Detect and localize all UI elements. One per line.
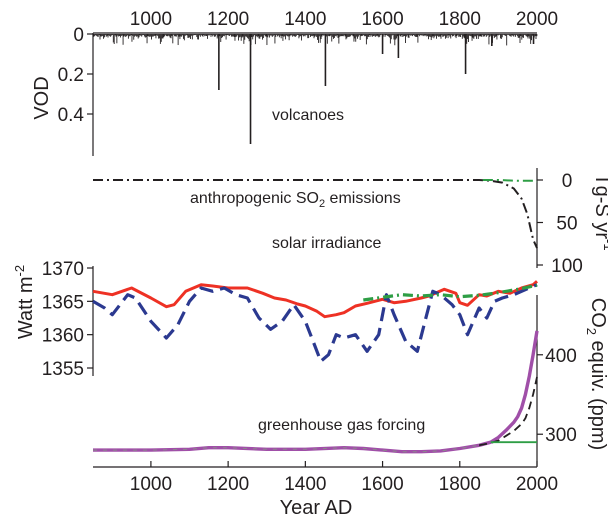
ghg-annotation: greenhouse gas forcing	[258, 417, 425, 434]
so2-tick-label: 0	[562, 171, 573, 192]
so2-annotation-tail: emissions	[325, 190, 401, 207]
top-year-tick-label: 1400	[284, 9, 326, 30]
vod-tick-label: 0	[73, 25, 84, 46]
bottom-year-tick-label: 2000	[516, 474, 558, 495]
so2-annotation-subscript: 2	[319, 198, 325, 210]
vod-tick-label: 0.4	[58, 105, 85, 126]
solar-axis-label-superscript: -2	[12, 265, 27, 277]
bottom-year-tick-label: 1400	[284, 474, 326, 495]
ghg-axis-label-tail: equiv. (ppm)	[587, 335, 608, 450]
ghg-axis-label-text: CO	[587, 298, 608, 328]
solar-series-blue-dashed	[92, 283, 538, 363]
solar-annotation: solar irradiance	[272, 235, 381, 252]
vod-tick-label: 0.2	[58, 65, 84, 86]
ghg-tick-label: 400	[545, 346, 577, 367]
so2-axis-label: Tg-S yr-1	[591, 173, 608, 250]
ghg-overlay-dash	[93, 444, 480, 453]
ghg-panel: greenhouse gas forcing CO2 equiv. (ppm) …	[93, 295, 608, 466]
bottom-year-axis: Year AD 1000 1200 1400 1600 1800 2000	[93, 461, 558, 519]
solar-tick-label: 1370	[42, 259, 84, 280]
top-year-tick-label: 1000	[130, 9, 172, 30]
so2-series-2	[482, 179, 538, 183]
solar-tick-label: 1360	[42, 326, 84, 347]
solar-tick-label: 1365	[42, 292, 84, 313]
top-year-axis: 1000 1200 1400 1600 1800 2000	[93, 9, 558, 34]
so2-annotation-text: anthropogenic SO	[190, 190, 319, 207]
solar-tick-label: 1355	[42, 359, 84, 380]
volcanic-panel: VOD volcanoes 0 0.2 0.4	[31, 25, 538, 156]
solar-axis-label-text: Watt m	[15, 276, 37, 339]
ghg-tick-label: 300	[545, 425, 577, 446]
bottom-year-tick-label: 1000	[130, 474, 172, 495]
top-year-tick-label: 2000	[516, 9, 558, 30]
volcanoes-annotation: volcanoes	[272, 107, 344, 124]
so2-tick-label: 50	[556, 214, 577, 235]
top-year-tick-label: 1800	[439, 9, 481, 30]
solar-axis-label: Watt m-2	[12, 265, 37, 339]
x-axis-label: Year AD	[280, 497, 353, 519]
bottom-year-tick-label: 1600	[361, 474, 403, 495]
ghg-series-purple	[93, 330, 539, 454]
ghg-axis-label: CO2 equiv. (ppm)	[584, 298, 608, 450]
bottom-year-tick-label: 1800	[439, 474, 481, 495]
solar-series-red	[92, 280, 538, 319]
solar-series-green-dashdot	[363, 283, 538, 302]
so2-tick-label: 100	[551, 256, 583, 277]
so2-axis-label-superscript: -1	[601, 239, 608, 251]
vod-axis-label: VOD	[31, 76, 53, 119]
top-year-tick-label: 1200	[207, 9, 249, 30]
top-year-tick-label: 1600	[361, 9, 403, 30]
solar-panel: solar irradiance Watt m-2 1355 1360 1365 13…	[12, 235, 538, 380]
so2-annotation: anthropogenic SO2 emissions	[190, 190, 401, 210]
so2-axis-label-text: Tg-S yr	[591, 173, 608, 239]
so2-panel: anthropogenic SO2 emissions Tg-S yr-1 0 5…	[93, 168, 608, 277]
ghg-axis-label-subscript: 2	[584, 328, 599, 335]
bottom-year-tick-label: 1200	[207, 474, 249, 495]
